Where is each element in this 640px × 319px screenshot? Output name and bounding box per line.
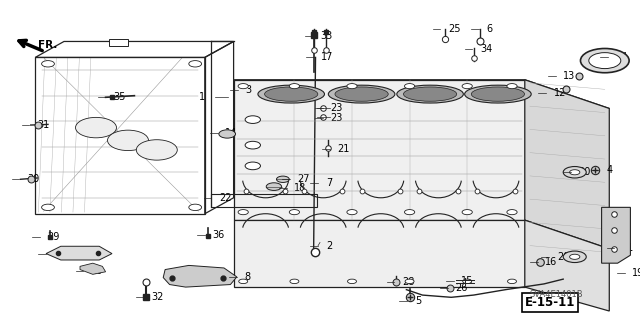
Circle shape: [404, 210, 415, 215]
Circle shape: [570, 170, 580, 175]
Text: 35: 35: [113, 92, 125, 102]
Text: 12: 12: [554, 87, 566, 98]
Text: 31: 31: [37, 120, 49, 130]
Circle shape: [462, 210, 472, 215]
Circle shape: [405, 279, 414, 284]
Text: 28: 28: [402, 277, 414, 287]
Text: E-15-11: E-15-11: [525, 296, 575, 309]
Circle shape: [563, 251, 586, 263]
Text: 18: 18: [294, 182, 307, 193]
Text: 22: 22: [219, 193, 232, 204]
Text: 34: 34: [480, 44, 492, 55]
Circle shape: [290, 279, 299, 284]
Text: 16: 16: [545, 257, 557, 267]
Text: 20: 20: [557, 252, 569, 262]
Circle shape: [276, 176, 289, 182]
Circle shape: [404, 84, 415, 89]
Ellipse shape: [335, 87, 388, 101]
Circle shape: [238, 84, 248, 89]
Ellipse shape: [465, 85, 531, 103]
Circle shape: [507, 210, 517, 215]
Text: 8: 8: [244, 272, 251, 282]
Text: 7: 7: [326, 178, 332, 189]
Circle shape: [589, 53, 621, 69]
Text: FR.: FR.: [38, 40, 58, 50]
Text: 21: 21: [337, 144, 349, 154]
Circle shape: [42, 204, 54, 211]
Text: 1: 1: [199, 92, 205, 102]
Text: 30: 30: [27, 174, 39, 184]
Polygon shape: [46, 246, 112, 260]
Circle shape: [507, 84, 517, 89]
Text: 17: 17: [321, 52, 333, 62]
Circle shape: [347, 84, 357, 89]
Text: 24: 24: [616, 52, 628, 63]
Text: 23: 23: [330, 103, 342, 114]
Circle shape: [289, 84, 300, 89]
Text: 5: 5: [415, 296, 421, 307]
Text: 6: 6: [486, 24, 493, 34]
Circle shape: [289, 210, 300, 215]
Circle shape: [42, 61, 54, 67]
Polygon shape: [602, 207, 630, 263]
Text: 3: 3: [246, 85, 252, 95]
Circle shape: [508, 279, 516, 284]
Ellipse shape: [258, 85, 324, 103]
Text: 19: 19: [632, 268, 640, 278]
Circle shape: [189, 204, 202, 211]
Text: 32: 32: [152, 292, 164, 302]
Circle shape: [245, 116, 260, 123]
Circle shape: [347, 210, 357, 215]
Text: 27: 27: [298, 174, 310, 184]
Polygon shape: [234, 80, 609, 108]
Polygon shape: [234, 80, 525, 220]
Bar: [211, 194, 317, 207]
Circle shape: [462, 84, 472, 89]
Text: 25: 25: [448, 24, 461, 34]
Polygon shape: [234, 220, 525, 287]
Circle shape: [245, 162, 260, 170]
Text: 29: 29: [47, 232, 60, 242]
Text: 10: 10: [91, 266, 103, 276]
Polygon shape: [80, 263, 106, 274]
Circle shape: [266, 183, 282, 190]
Text: 33: 33: [320, 31, 332, 41]
Ellipse shape: [264, 87, 318, 101]
Circle shape: [189, 61, 202, 67]
Polygon shape: [525, 80, 609, 249]
Ellipse shape: [328, 85, 395, 103]
Circle shape: [463, 279, 472, 284]
Circle shape: [136, 140, 177, 160]
Circle shape: [108, 130, 148, 151]
Circle shape: [563, 167, 586, 178]
Circle shape: [348, 279, 356, 284]
Text: 2: 2: [326, 241, 332, 251]
Text: 26: 26: [456, 283, 468, 293]
Text: 11: 11: [622, 243, 634, 253]
Text: 23: 23: [330, 113, 342, 123]
Bar: [109, 39, 128, 46]
Circle shape: [239, 279, 248, 284]
Circle shape: [245, 141, 260, 149]
Text: 9: 9: [54, 249, 60, 259]
Text: 36: 36: [212, 230, 225, 241]
Ellipse shape: [403, 87, 457, 101]
Ellipse shape: [471, 87, 525, 101]
Text: SVA4E1401B: SVA4E1401B: [530, 290, 584, 299]
Text: 13: 13: [563, 71, 575, 81]
Text: 20: 20: [579, 167, 591, 177]
Polygon shape: [163, 265, 237, 287]
Polygon shape: [525, 220, 609, 311]
Circle shape: [238, 210, 248, 215]
Ellipse shape: [397, 85, 463, 103]
Text: 4: 4: [606, 165, 612, 175]
Text: 14: 14: [225, 128, 237, 138]
Circle shape: [219, 130, 236, 138]
Text: 15: 15: [461, 276, 474, 286]
Circle shape: [570, 254, 580, 259]
Circle shape: [580, 48, 629, 73]
Circle shape: [76, 117, 116, 138]
